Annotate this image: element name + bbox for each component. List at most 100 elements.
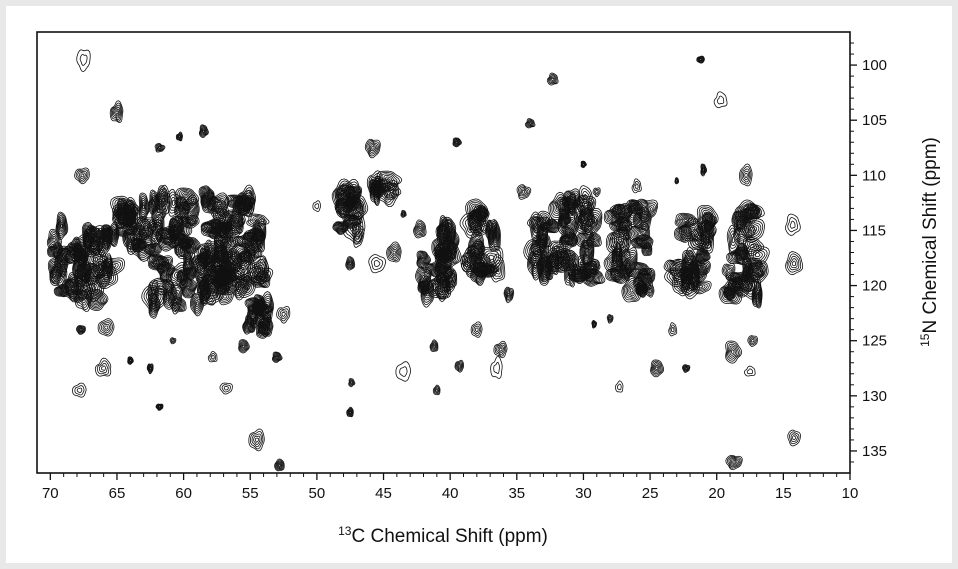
contour-line [614, 250, 620, 261]
contour-line [621, 275, 641, 303]
contour-line [578, 197, 594, 212]
peak-cluster-5 [332, 221, 349, 235]
contour-line [561, 214, 567, 222]
contour-line [563, 216, 566, 220]
contour-line [222, 266, 230, 271]
contour-line [128, 358, 133, 363]
contour-line [641, 242, 653, 257]
contour-line [355, 228, 361, 240]
contour-line [471, 207, 482, 220]
contour-line [156, 404, 163, 410]
contour-line [476, 258, 488, 272]
contour-line [195, 299, 200, 308]
contour-line [672, 264, 677, 269]
contour-line [435, 388, 439, 392]
contour-line [96, 360, 110, 375]
contour-line [206, 274, 217, 288]
contour-line [785, 213, 801, 236]
peak-cluster-8 [465, 198, 489, 230]
y-tick-label: 115 [862, 222, 886, 239]
contour-line [64, 253, 70, 258]
contour-line [202, 288, 207, 296]
contour-line [347, 218, 355, 224]
contour-line [232, 213, 241, 230]
contour-line [209, 246, 213, 252]
contour-line [79, 252, 86, 263]
contour-line [564, 256, 569, 260]
contour-line [154, 142, 166, 153]
contour-line [220, 265, 231, 272]
contour-line [103, 227, 111, 238]
contour-line [577, 230, 594, 250]
contour-line [277, 462, 282, 468]
contour-line [356, 231, 360, 238]
contour-line [704, 233, 711, 247]
contour-line [615, 252, 620, 260]
contour-line [105, 231, 108, 234]
contour-line [251, 227, 265, 252]
contour-line [214, 261, 236, 275]
contour-line [155, 403, 164, 411]
contour-line [462, 214, 484, 236]
contour-line [644, 245, 650, 254]
peak-43 [645, 284, 655, 298]
contour-line [587, 217, 594, 225]
contour-line [432, 272, 450, 303]
peak-cluster-12 [690, 222, 711, 254]
contour-line [240, 238, 248, 244]
contour-line [180, 196, 199, 225]
contour-line [255, 236, 261, 245]
contour-line [234, 217, 239, 226]
contour-line [420, 275, 435, 308]
contour-line [202, 267, 221, 293]
contour-line [744, 365, 756, 377]
contour-line [230, 209, 242, 233]
peak-52 [747, 335, 758, 347]
contour-line [422, 279, 433, 303]
contour-line [79, 244, 84, 249]
contour-line [431, 342, 437, 350]
peak-5 [74, 167, 90, 185]
contour-line [158, 146, 162, 149]
contour-line [690, 234, 709, 249]
contour-line [369, 175, 382, 207]
contour-line [216, 269, 235, 282]
contour-line [338, 224, 345, 230]
contour-line [636, 267, 643, 273]
contour-line [637, 267, 656, 287]
contour-line [727, 268, 731, 273]
contour-line [563, 235, 574, 244]
contour-line [681, 232, 686, 236]
peak-cluster-10 [577, 207, 603, 238]
contour-line [634, 199, 658, 221]
contour-line [80, 173, 85, 178]
contour-line [671, 272, 683, 282]
contour-line [474, 224, 485, 232]
contour-line [473, 253, 492, 277]
contour-line [229, 207, 243, 234]
contour-line [230, 197, 240, 205]
contour-line [532, 238, 544, 254]
contour-line [392, 250, 396, 255]
contour-line [669, 271, 685, 284]
contour-line [66, 276, 77, 293]
contour-line [755, 252, 761, 258]
contour-line [275, 355, 278, 359]
contour-line [492, 233, 497, 242]
contour-line [52, 237, 56, 242]
peak-cluster-2 [152, 212, 165, 244]
contour-line [540, 216, 548, 225]
contour-line [185, 258, 190, 267]
contour-line [175, 224, 178, 228]
contour-line [786, 253, 802, 273]
peak-45 [696, 55, 705, 64]
contour-line [725, 340, 743, 364]
contour-line [165, 233, 170, 237]
contour-line [684, 256, 694, 271]
contour-line [337, 186, 351, 203]
contour-line [50, 260, 62, 283]
contour-line [185, 269, 195, 278]
contour-line [81, 255, 84, 259]
contour-line [141, 200, 147, 214]
contour-line [444, 248, 454, 260]
